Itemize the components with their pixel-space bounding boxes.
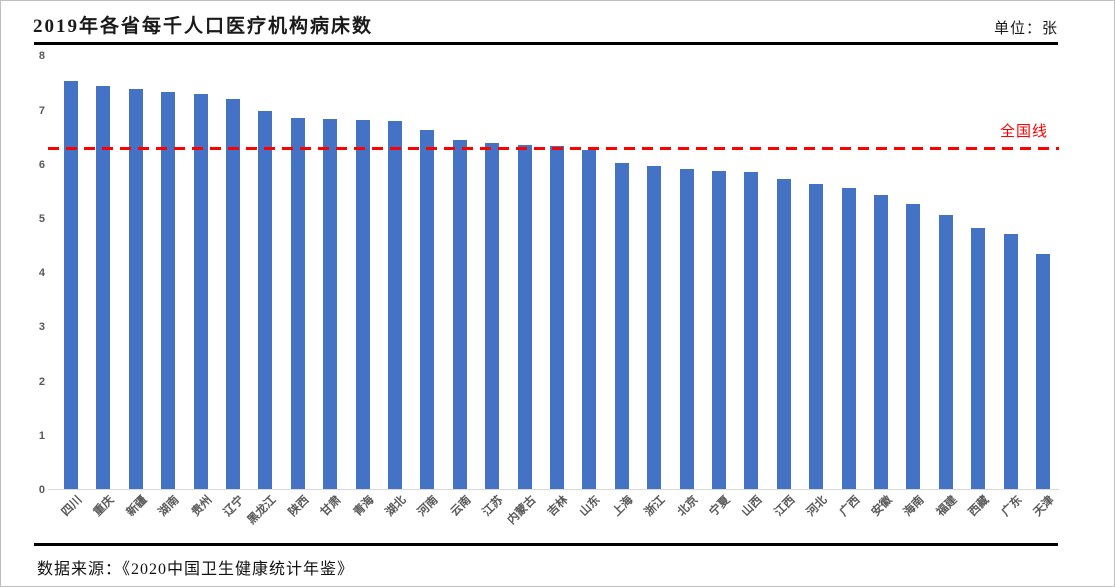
unit-label: 单位：张 [993, 21, 1058, 37]
bar-黑龙江 [258, 110, 273, 490]
bar-内蒙古 [517, 145, 532, 490]
x-axis-line [48, 489, 1059, 490]
source-label: 数据来源：《2020中国卫生健康统计年鉴》 [37, 561, 355, 578]
bar-云南 [452, 140, 467, 490]
title-divider [34, 42, 1058, 45]
bar-浙江 [647, 165, 662, 490]
national-line-label: 全国线 [999, 124, 1048, 140]
bar-河南 [420, 129, 435, 490]
bar-山西 [744, 172, 759, 490]
footer-divider [34, 543, 1058, 546]
bar-上海 [614, 162, 629, 490]
y-tick-label: 8 [38, 50, 45, 63]
bar-重庆 [96, 86, 111, 490]
bar-甘肃 [323, 118, 338, 490]
bar-天津 [1036, 253, 1050, 490]
bar-山东 [582, 150, 597, 490]
bar-福建 [938, 214, 953, 490]
bar-江西 [776, 179, 791, 490]
bar-河北 [809, 183, 824, 490]
bar-贵州 [193, 93, 208, 490]
y-tick-label: 5 [38, 213, 45, 225]
bar-陕西 [290, 117, 305, 490]
bar-四川 [64, 80, 78, 490]
bar-江苏 [485, 143, 500, 490]
y-tick-label: 6 [38, 158, 45, 171]
bar-湖北 [388, 121, 402, 490]
bar-广东 [1003, 233, 1018, 490]
bar-西藏 [971, 227, 986, 490]
y-tick-label: 3 [38, 321, 45, 334]
bar-辽宁 [226, 98, 240, 490]
y-tick-label: 1 [38, 429, 45, 442]
bar-湖南 [161, 92, 176, 490]
bar-北京 [679, 168, 694, 490]
bar-宁夏 [712, 170, 726, 490]
bar-海南 [906, 204, 921, 490]
y-tick-label: 2 [38, 375, 45, 388]
chart-title: 2019年各省每千人口医疗机构病床数 [33, 16, 374, 37]
national-line [48, 147, 1059, 151]
y-tick-label: 7 [38, 104, 45, 117]
bar-安徽 [874, 194, 888, 490]
y-tick-label: 4 [38, 267, 45, 280]
bar-吉林 [550, 145, 564, 490]
bar-新疆 [128, 88, 143, 490]
y-tick-label: 0 [38, 484, 45, 496]
bar-广西 [841, 187, 856, 490]
bar-青海 [355, 119, 370, 490]
